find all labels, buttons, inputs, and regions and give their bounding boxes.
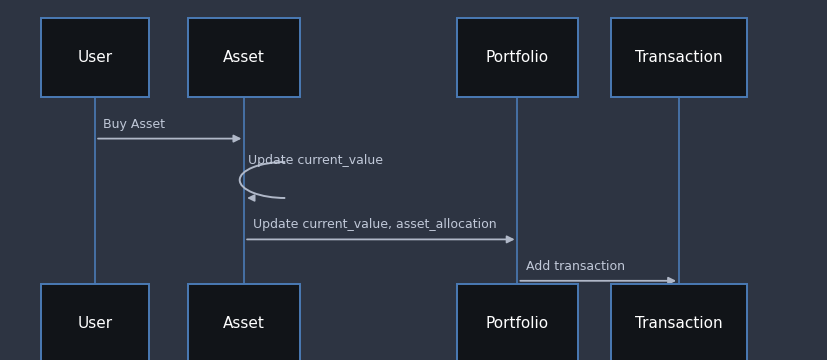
Text: Add transaction: Add transaction (525, 260, 624, 273)
Text: Transaction: Transaction (634, 316, 722, 332)
FancyBboxPatch shape (457, 18, 577, 97)
FancyBboxPatch shape (457, 284, 577, 360)
FancyBboxPatch shape (41, 284, 149, 360)
Text: Update current_value: Update current_value (248, 154, 383, 167)
FancyBboxPatch shape (609, 284, 746, 360)
Text: User: User (78, 50, 112, 65)
Text: Asset: Asset (223, 316, 265, 332)
FancyBboxPatch shape (188, 284, 300, 360)
Text: Update current_value, asset_allocation: Update current_value, asset_allocation (252, 219, 495, 231)
Text: Portfolio: Portfolio (485, 316, 548, 332)
FancyBboxPatch shape (41, 18, 149, 97)
FancyBboxPatch shape (188, 18, 300, 97)
Text: Portfolio: Portfolio (485, 50, 548, 65)
FancyBboxPatch shape (609, 18, 746, 97)
Text: User: User (78, 316, 112, 332)
Text: Buy Asset: Buy Asset (103, 118, 165, 131)
Text: Transaction: Transaction (634, 50, 722, 65)
Text: Asset: Asset (223, 50, 265, 65)
